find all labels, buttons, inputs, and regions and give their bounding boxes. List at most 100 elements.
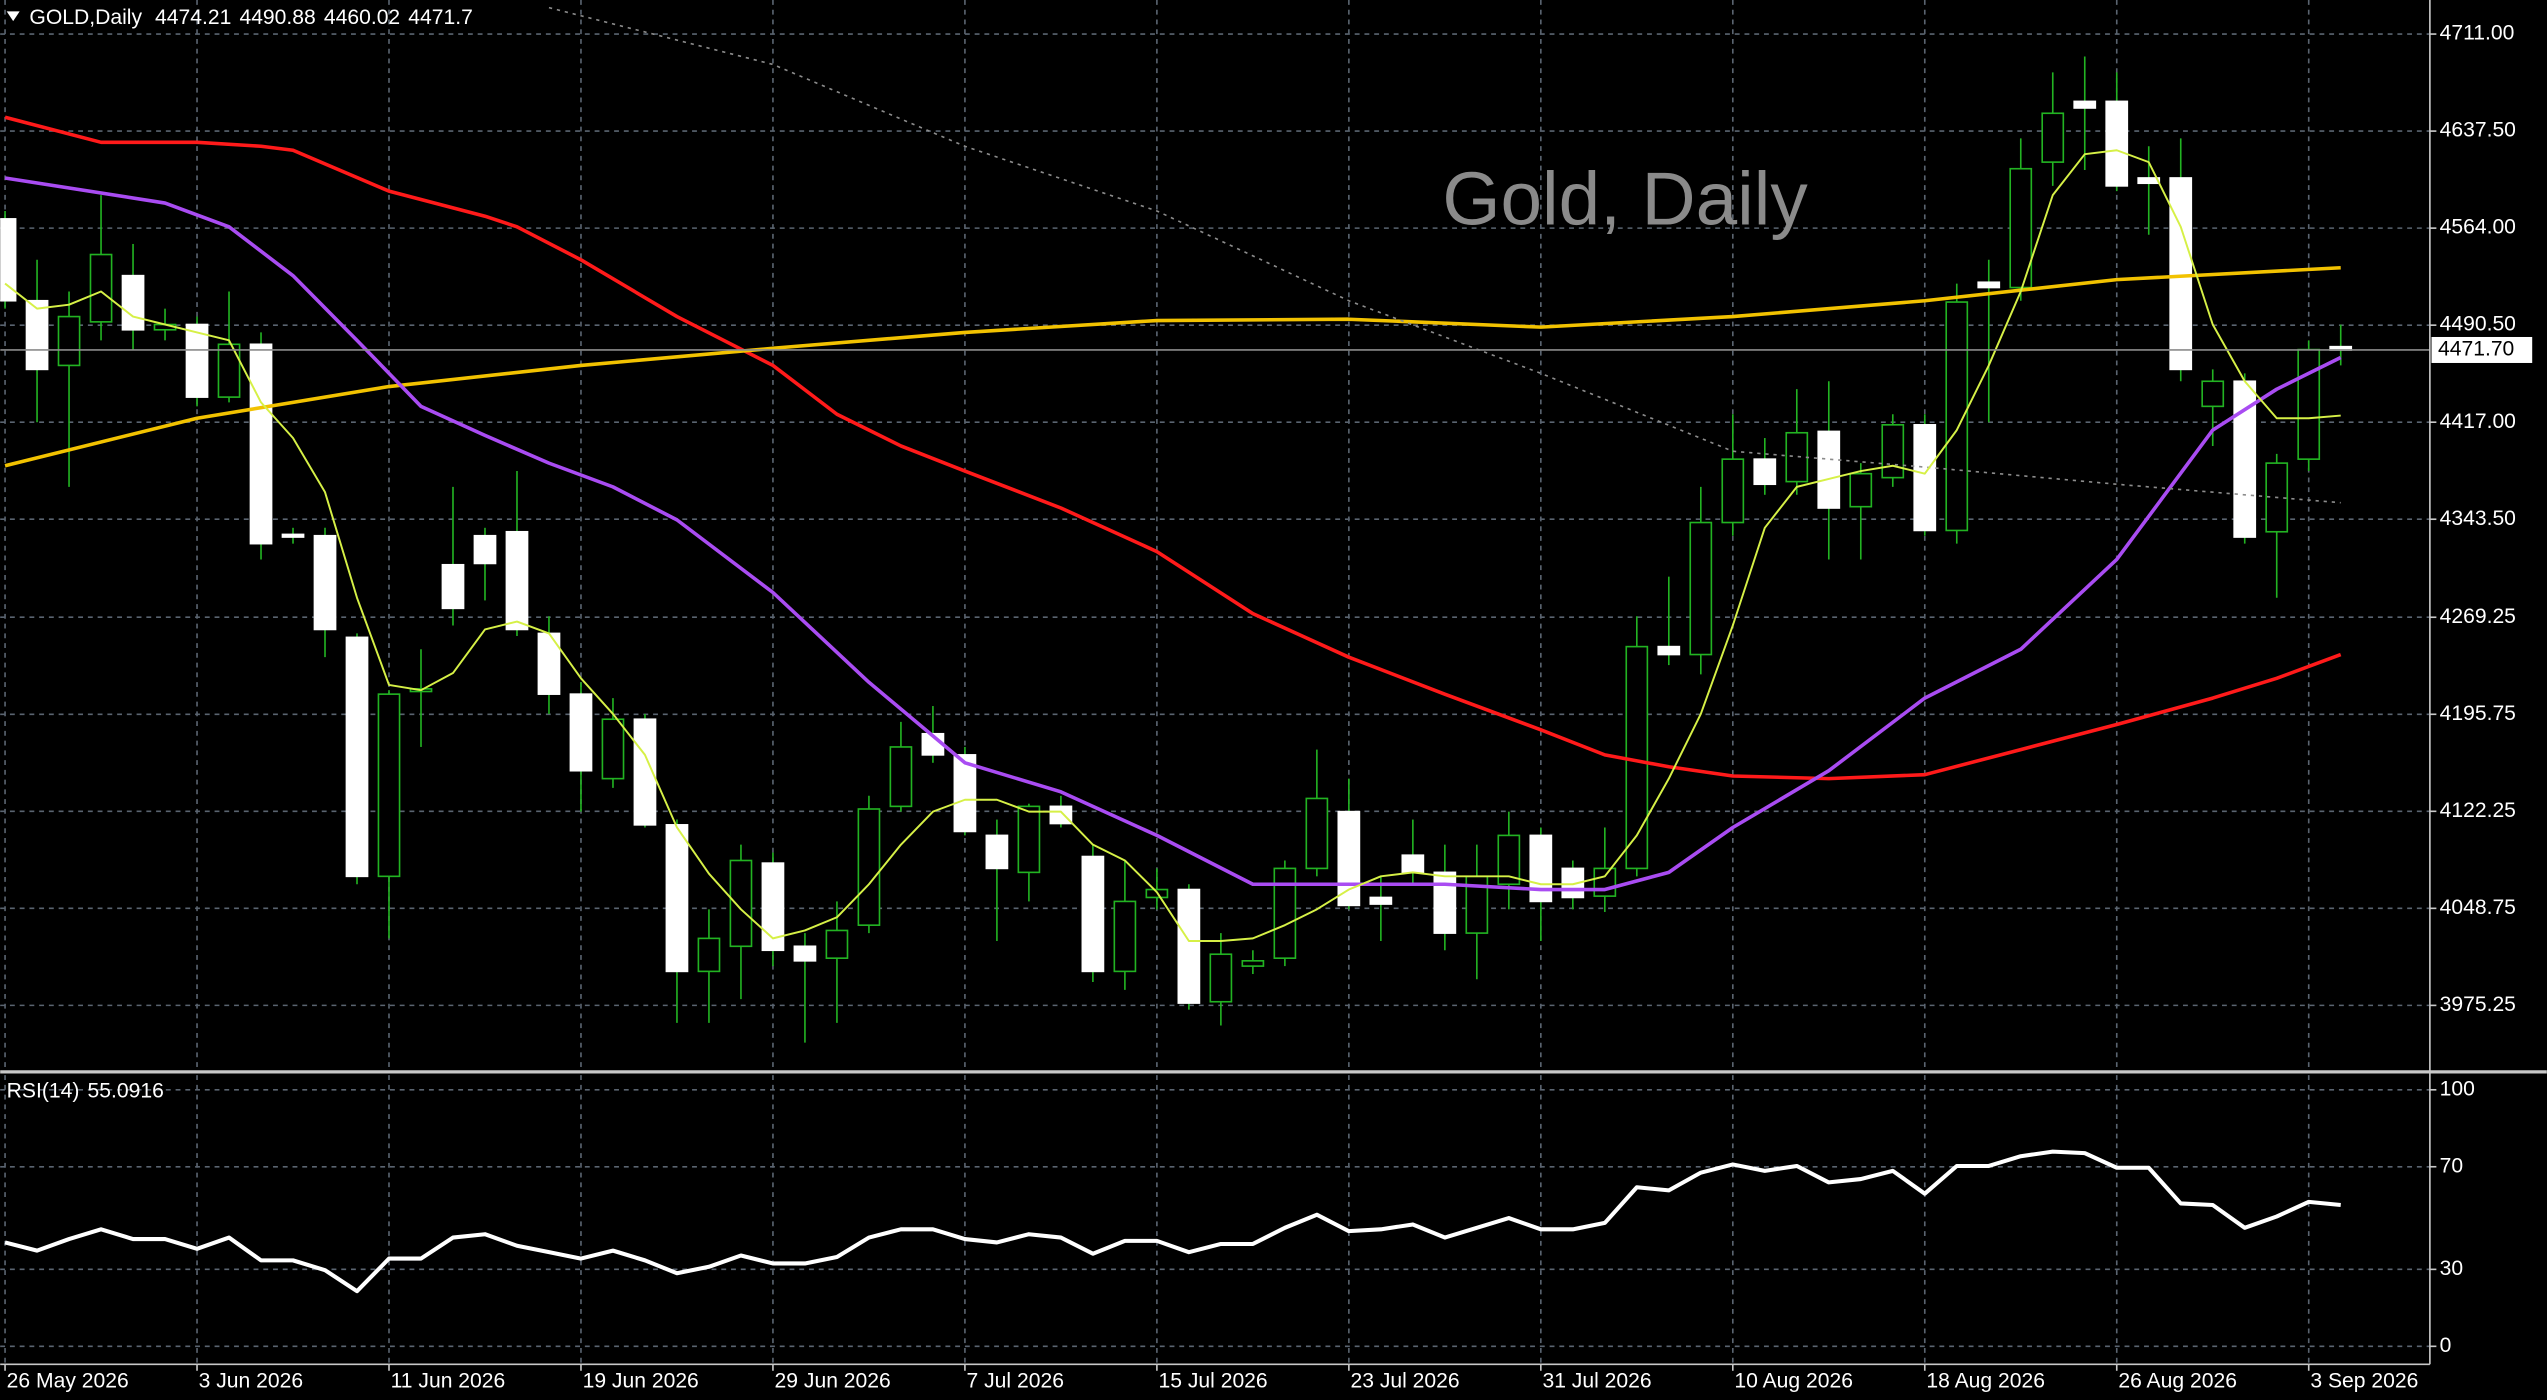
candle-body <box>0 218 17 302</box>
x-tick-label: 10 Aug 2026 <box>1734 1370 1853 1393</box>
y-tick-label: 4343.50 <box>2440 507 2516 530</box>
moving-average <box>548 6 2341 504</box>
candle-body <box>1273 867 1297 959</box>
candle-body <box>2297 348 2321 460</box>
symbol: GOLD,Daily <box>29 5 142 28</box>
candle-body <box>1369 896 1393 905</box>
candle-body <box>1433 871 1457 934</box>
candle-body <box>1689 521 1713 656</box>
candle-body <box>2201 380 2225 408</box>
candle-body <box>1305 797 1329 870</box>
candle-body <box>1721 458 1745 524</box>
candle-body <box>729 859 753 948</box>
moving-average <box>4 115 2342 781</box>
watermark: Gold, Daily <box>1442 156 1808 240</box>
rsi-name: RSI(14) <box>7 1079 80 1102</box>
candle-body <box>665 824 689 973</box>
candle-body <box>793 945 817 962</box>
x-tick-label: 23 Jul 2026 <box>1350 1370 1459 1393</box>
candle-body <box>889 746 913 808</box>
rsi-tick-label: 30 <box>2440 1257 2463 1280</box>
y-tick-label: 4711.00 <box>2440 22 2515 45</box>
candle-body <box>761 862 785 952</box>
rsi-tick-label: 70 <box>2440 1154 2463 1177</box>
x-tick-label: 3 Jun 2026 <box>199 1370 303 1393</box>
x-tick-label: 3 Sep 2026 <box>2310 1370 2418 1393</box>
rsi-header: RSI(14) 55.0916 <box>7 1079 164 1102</box>
candle-body <box>1945 301 1969 532</box>
moving-average <box>4 176 2342 892</box>
x-tick-label: 26 May 2026 <box>7 1370 129 1393</box>
current-price-box <box>2431 336 2533 363</box>
candle-body <box>1657 645 1681 656</box>
moving-average <box>4 149 2341 942</box>
candle-body <box>217 343 241 398</box>
rsi-tick-label: 0 <box>2440 1334 2452 1357</box>
candle-body <box>953 754 977 833</box>
candle-body <box>249 343 273 545</box>
candle-body <box>1337 810 1361 907</box>
candle-body <box>377 693 401 878</box>
rsi-panel <box>4 1149 2341 1294</box>
candle-body <box>633 718 657 826</box>
candle-body <box>1113 900 1137 973</box>
candle-body <box>1529 834 1553 903</box>
candle-body <box>121 274 145 331</box>
menu-triangle[interactable] <box>6 11 20 22</box>
candle-body <box>2073 100 2097 109</box>
candle-body <box>1081 855 1105 973</box>
moving-average <box>4 265 2341 468</box>
x-tick-label: 18 Aug 2026 <box>1926 1370 2045 1393</box>
y-tick-label: 4490.50 <box>2440 313 2516 336</box>
candle-body <box>1977 281 2001 289</box>
candle-body <box>2009 167 2033 289</box>
x-tick-label: 15 Jul 2026 <box>1159 1370 1268 1393</box>
x-tick-label: 31 Jul 2026 <box>1542 1370 1651 1393</box>
candle-body <box>825 929 849 959</box>
y-tick-label: 4048.75 <box>2440 896 2516 919</box>
candle-body <box>281 533 305 538</box>
candle-body <box>1849 472 1873 508</box>
y-tick-label: 4564.00 <box>2440 216 2516 239</box>
close-value: 4471.7 <box>408 5 473 28</box>
candle-body <box>313 534 337 631</box>
low-value: 4460.02 <box>324 5 400 28</box>
x-tick-label: 7 Jul 2026 <box>967 1370 1064 1393</box>
chart-header: GOLD,Daily 4474.21 4490.88 4460.02 4471.7 <box>29 5 472 28</box>
candle-body <box>857 808 881 926</box>
candle-body <box>697 937 721 973</box>
y-tick-label: 4269.25 <box>2440 605 2516 628</box>
candle-body <box>185 323 209 398</box>
candle-body <box>985 834 1009 870</box>
candle-body <box>1753 458 1777 486</box>
candle-body <box>89 253 113 323</box>
high-value: 4490.88 <box>239 5 315 28</box>
candle-body <box>2169 177 2193 371</box>
y-tick-label: 4417.00 <box>2440 410 2516 433</box>
y-tick-label: 4637.50 <box>2440 119 2516 142</box>
candle-body <box>441 563 465 610</box>
candle-body <box>1241 960 1265 967</box>
y-tick-label: 3975.25 <box>2440 993 2516 1016</box>
open-value: 4474.21 <box>155 5 231 28</box>
candle-body <box>601 718 625 780</box>
candle-body <box>1401 854 1425 874</box>
y-tick-label: 4122.25 <box>2440 799 2516 822</box>
x-tick-label: 26 Aug 2026 <box>2118 1370 2237 1393</box>
rsi-value: 55.0916 <box>88 1079 164 1102</box>
rsi-line <box>4 1149 2341 1294</box>
candle-body <box>57 315 81 367</box>
candle-body <box>473 534 497 565</box>
candle-body <box>1497 834 1521 886</box>
x-tick-label: 29 Jun 2026 <box>775 1370 891 1393</box>
candle-body <box>1209 953 1233 1003</box>
candle-body <box>1593 867 1617 897</box>
candle-body <box>25 299 49 371</box>
x-tick-label: 11 Jun 2026 <box>391 1370 506 1393</box>
candle-body <box>1049 805 1073 825</box>
candle-body <box>2041 112 2065 163</box>
candle-body <box>1785 431 1809 483</box>
rsi-tick-label: 100 <box>2440 1077 2475 1100</box>
candle-body <box>569 693 593 772</box>
candle-body <box>2105 100 2129 187</box>
